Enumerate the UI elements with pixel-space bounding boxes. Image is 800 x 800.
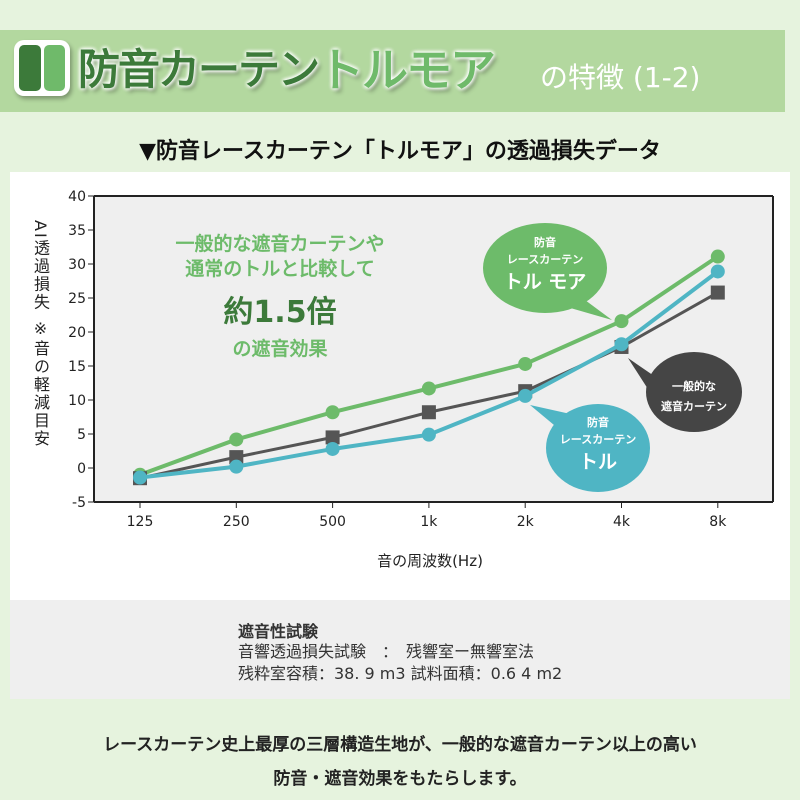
title-suffix: の特徴 (1-2) — [540, 61, 701, 94]
y-tick-label: 25 — [68, 291, 86, 307]
annotation-big: 約1.5倍 — [223, 295, 336, 330]
data-point — [518, 388, 533, 403]
footer-line1: レースカーテン史上最厚の三層構造生地が、一般的な遮音カーテン以上の高い — [103, 735, 697, 755]
data-point — [614, 314, 629, 329]
x-tick-label: 500 — [319, 514, 346, 530]
bubble-text: レースカーテン — [560, 433, 636, 446]
data-point — [325, 430, 340, 445]
y-tick-label: 20 — [68, 325, 86, 341]
x-tick-label: 250 — [223, 514, 250, 530]
x-tick-label: 1k — [420, 514, 438, 530]
logo-icon — [14, 40, 70, 96]
x-tick-label: 8k — [709, 514, 727, 530]
bubble-text: 一般的な — [672, 379, 716, 393]
data-point — [421, 381, 436, 396]
y-tick-label: 15 — [68, 359, 86, 375]
y-tick-label: 5 — [77, 427, 86, 443]
bubble-text: 防音 — [534, 235, 556, 249]
data-point — [133, 470, 147, 485]
x-axis-label: 音の周波数(Hz) — [377, 552, 483, 570]
annotation-line1: 一般的な遮音カーテンや — [175, 232, 384, 255]
title-product: トルモア — [318, 43, 496, 97]
annotation-line2: 通常のトルと比較して — [185, 257, 374, 280]
callout-bubble — [546, 404, 650, 492]
bubble-text: トル — [579, 451, 617, 473]
footer-line2: 防音・遮音効果をもたらします。 — [273, 769, 527, 789]
data-point — [710, 249, 725, 264]
y-tick-label: 10 — [68, 393, 86, 409]
data-point — [710, 285, 725, 300]
y-tick-label: -5 — [72, 495, 86, 511]
data-point — [710, 264, 725, 279]
y-axis-label: AI透過損失 ※音の軽減目安 — [31, 220, 50, 448]
callout-bubble — [483, 223, 607, 313]
bubble-text: 防音 — [587, 415, 609, 429]
y-tick-label: 30 — [68, 257, 86, 273]
notes-heading: 遮音性試験 — [238, 622, 319, 641]
data-point — [229, 459, 244, 474]
chart-subtitle: ▼防音レースカーテン「トルモア」の透過損失データ — [139, 139, 661, 164]
y-tick-label: 35 — [68, 223, 86, 239]
y-tick-label: 0 — [77, 461, 86, 477]
data-point — [421, 405, 436, 420]
bubble-text: レースカーテン — [507, 253, 583, 266]
data-point — [325, 405, 340, 420]
x-tick-label: 4k — [613, 514, 631, 530]
title-brand: 防音カーテン — [78, 45, 320, 94]
data-point — [421, 427, 436, 442]
x-tick-label: 125 — [127, 514, 154, 530]
y-tick-label: 40 — [68, 189, 86, 205]
data-point — [229, 432, 244, 447]
notes-line2: 残粋室容積：38. 9 m3 試料面積：0.6 4 m2 — [238, 664, 563, 683]
data-point — [614, 337, 629, 352]
x-tick-label: 2k — [517, 514, 535, 530]
notes-line1: 音響透過損失試験 ： 残響室ー無響室法 — [238, 642, 535, 661]
bubble-text: トル モア — [504, 271, 587, 293]
data-point — [518, 356, 533, 371]
test-notes: 遮音性試験 音響透過損失試験 ： 残響室ー無響室法 残粋室容積：38. 9 m3… — [10, 600, 790, 699]
callout-bubble — [646, 352, 742, 432]
data-point — [325, 441, 340, 456]
annotation-line3: の遮音効果 — [232, 337, 327, 360]
header-band — [0, 30, 785, 112]
bubble-text: 遮音カーテン — [661, 399, 727, 413]
